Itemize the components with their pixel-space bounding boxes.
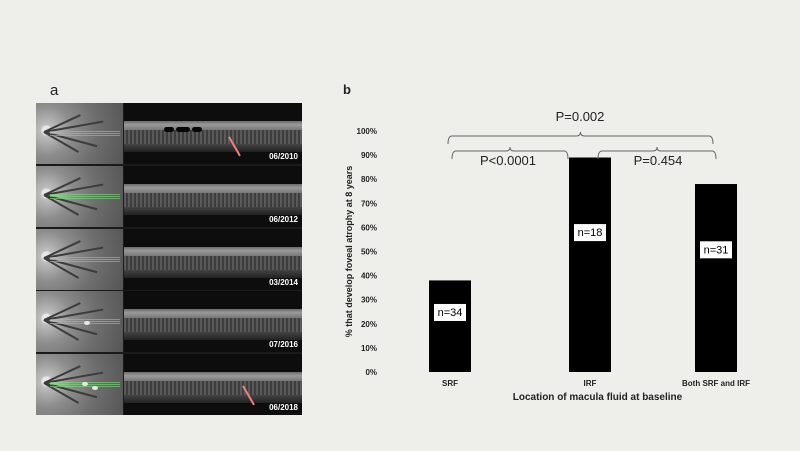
oct-scan-row: 06/2010 [36, 103, 302, 164]
bar-count-box [434, 303, 466, 321]
oct-bscan-image: 06/2010 [124, 103, 302, 164]
significance-bracket [597, 146, 717, 160]
y-tick-label: 20% [361, 320, 377, 329]
oct-image-panel: 06/2010 06/2012 03/2014 07/2016 06/2018 [36, 103, 302, 415]
p-value-label: P<0.0001 [480, 153, 536, 168]
scan-date: 06/2010 [269, 152, 298, 161]
y-tick-label: 70% [361, 199, 377, 208]
scan-date: 06/2012 [269, 214, 298, 224]
y-tick-label: 80% [361, 175, 377, 184]
x-tick-label: SRF [442, 379, 458, 388]
significance-bracket [447, 131, 714, 145]
bar-count-label: n=34 [438, 307, 463, 319]
y-axis-label: % that develop foveal atrophy at 8 years [344, 166, 354, 338]
fundus-image [36, 228, 123, 290]
bar-count-box [574, 224, 606, 242]
bar [695, 184, 737, 372]
oct-bscan-image: 06/2018 [124, 354, 302, 415]
p-value-label: P=0.002 [556, 109, 605, 124]
panel-b-label: b [343, 82, 351, 97]
oct-bscan-image: 07/2016 [124, 291, 302, 353]
y-tick-label: 0% [365, 368, 377, 377]
bar [429, 280, 471, 372]
fundus-image [36, 103, 123, 164]
oct-bscan-image: 06/2012 [124, 165, 302, 227]
significance-bracket [451, 146, 569, 160]
oct-scan-row: 07/2016 [36, 291, 302, 353]
bar [569, 157, 611, 372]
x-tick-label: IRF [584, 379, 597, 388]
bar-count-box [700, 241, 732, 259]
oct-bscan-image: 03/2014 [124, 228, 302, 290]
oct-scan-row: 03/2014 [36, 228, 302, 290]
y-tick-label: 50% [361, 248, 377, 257]
oct-scan-row: 06/2012 [36, 165, 302, 227]
p-value-label: P=0.454 [634, 153, 683, 168]
y-tick-label: 90% [361, 151, 377, 160]
x-tick-label: Both SRF and IRF [682, 379, 750, 388]
fundus-image [36, 291, 123, 353]
y-tick-label: 60% [361, 223, 377, 232]
y-tick-label: 10% [361, 344, 377, 353]
fundus-image [36, 165, 123, 227]
bar-count-label: n=31 [704, 244, 729, 256]
scan-date: 07/2016 [269, 340, 298, 350]
bar-count-label: n=18 [578, 227, 603, 239]
x-axis-label: Location of macula fluid at baseline [513, 392, 683, 403]
scan-date: 06/2018 [269, 403, 298, 412]
panel-a-label: a [50, 82, 59, 99]
y-tick-label: 100% [357, 127, 377, 136]
y-tick-label: 30% [361, 296, 377, 305]
y-tick-label: 40% [361, 272, 377, 281]
oct-scan-row: 06/2018 [36, 354, 302, 415]
fundus-image [36, 354, 123, 415]
scan-date: 03/2014 [269, 277, 298, 287]
